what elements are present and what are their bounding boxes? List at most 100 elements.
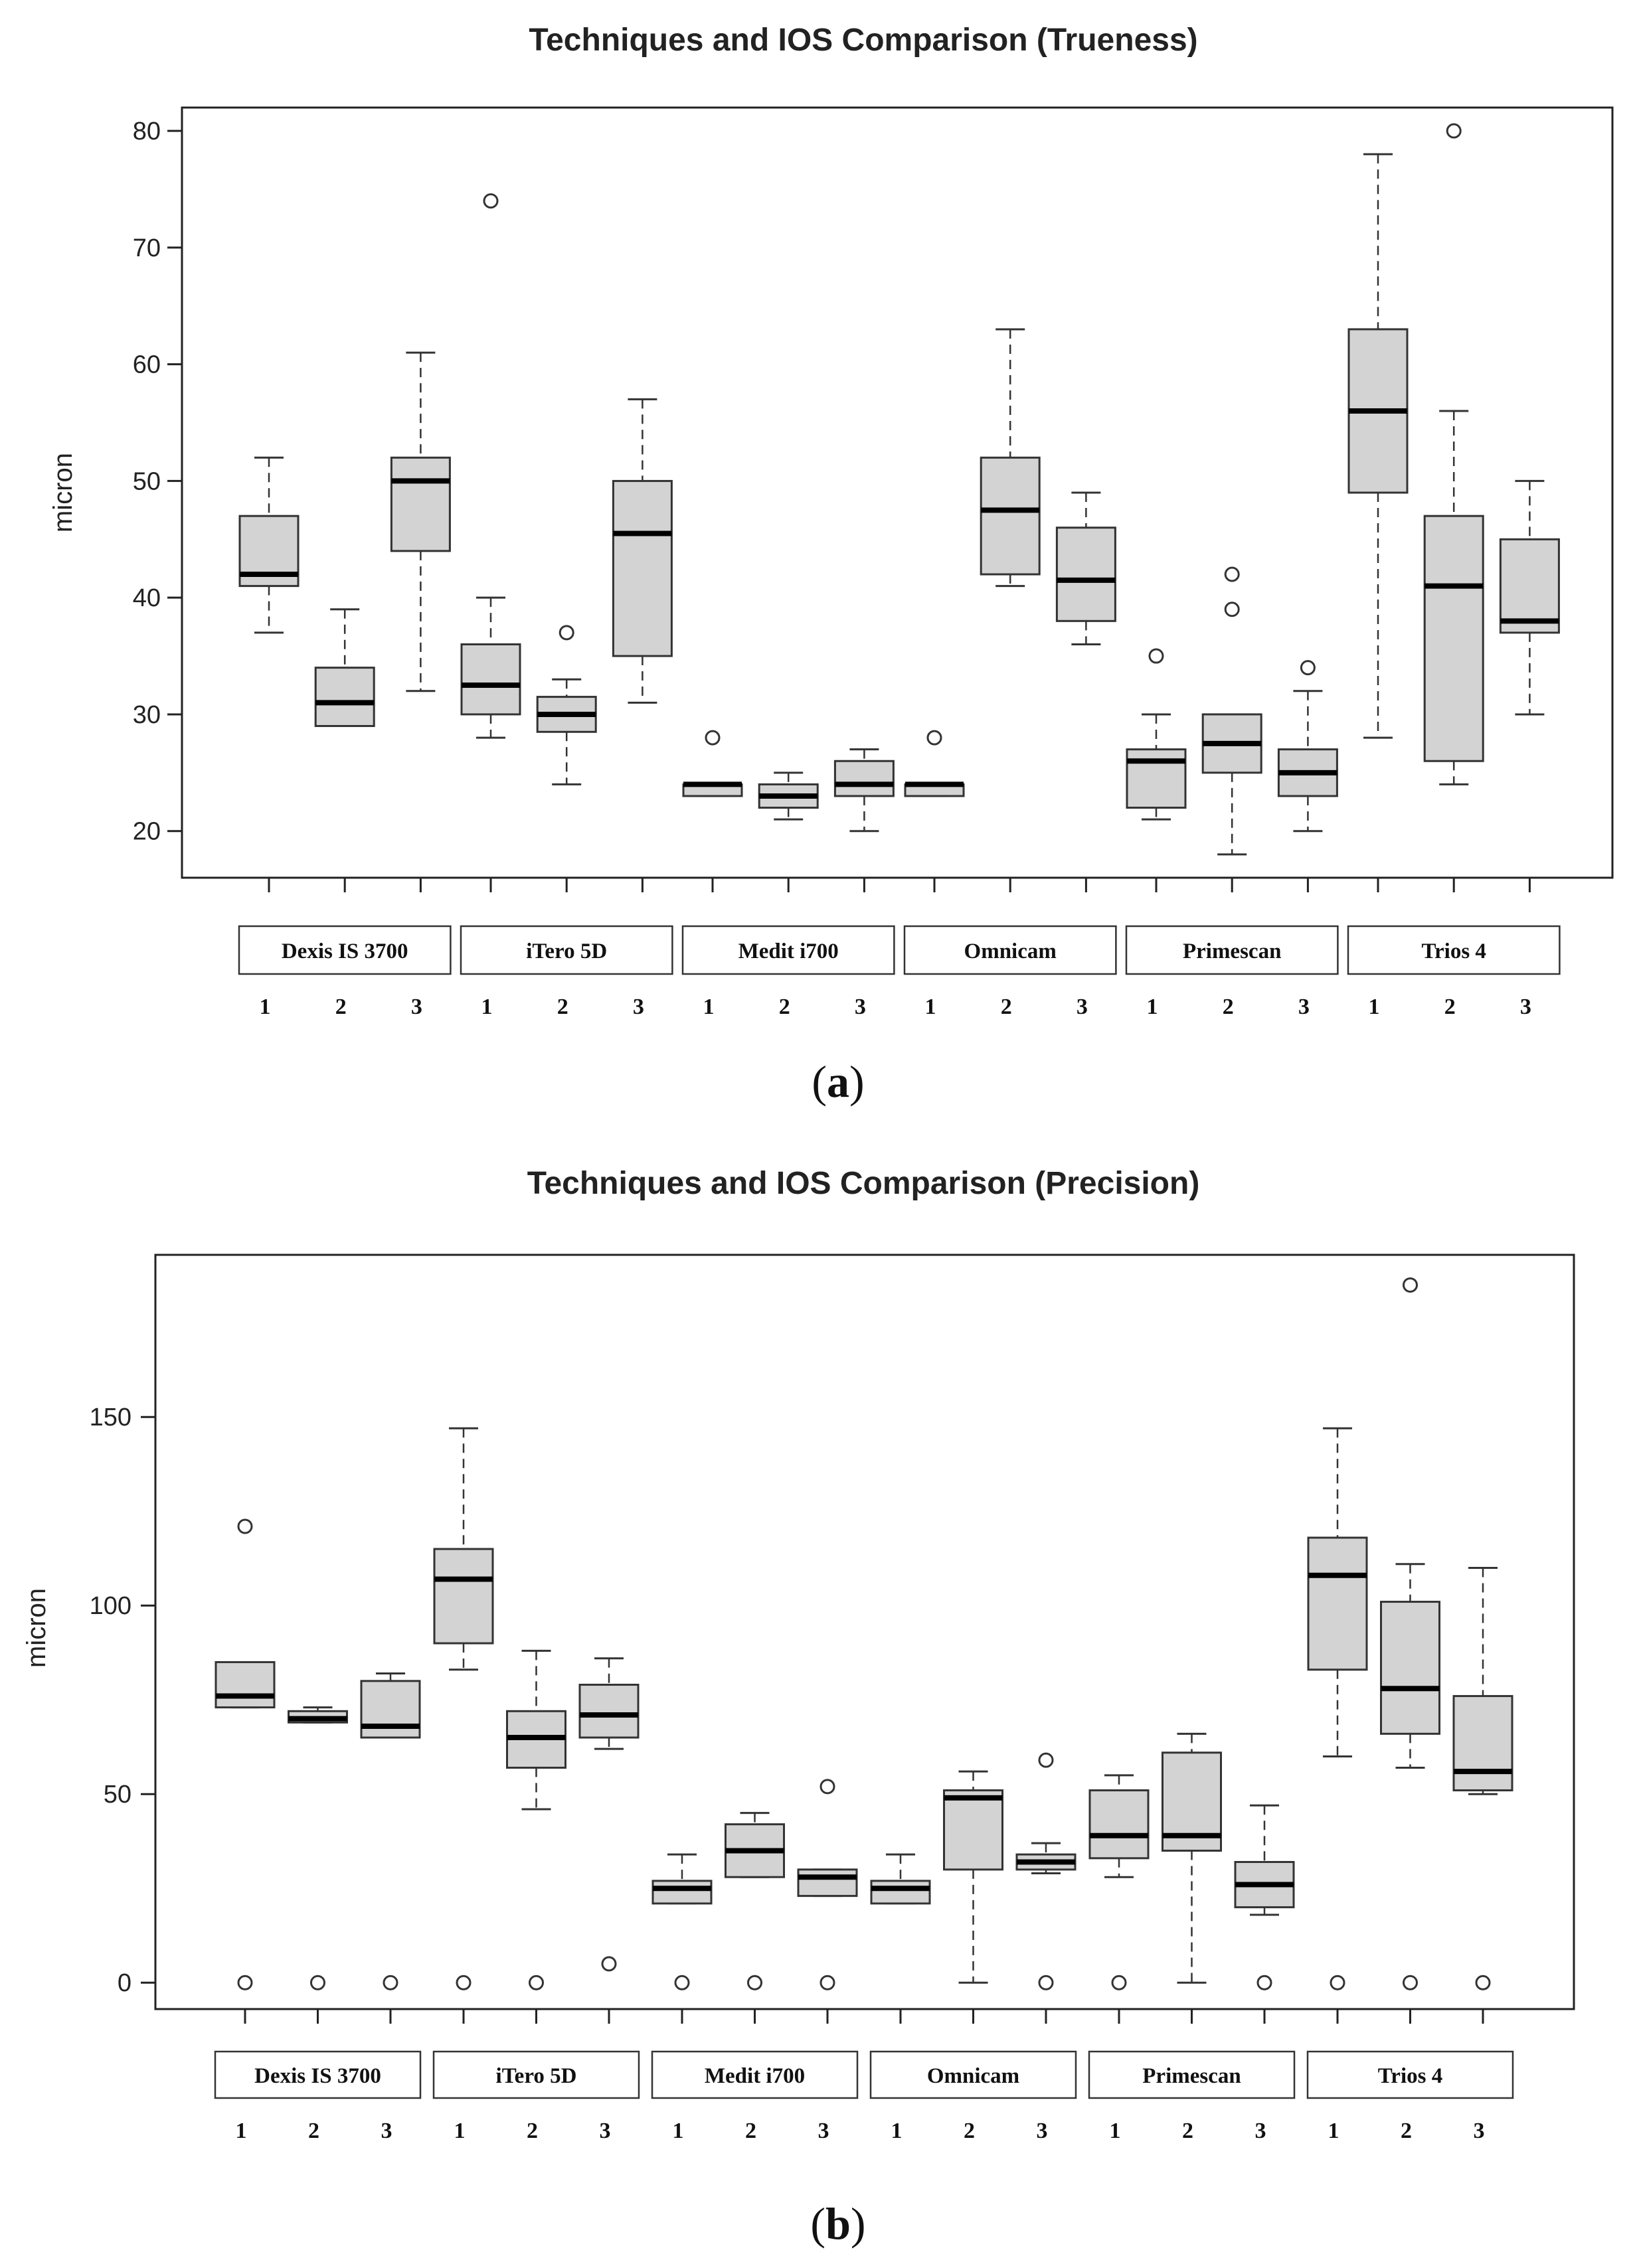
box [433,1548,494,1645]
technique-label: 1 [236,2119,247,2143]
technique-label: 1 [673,2119,684,2143]
technique-label: 1 [481,995,493,1019]
box [1423,515,1484,762]
box [314,667,375,728]
technique-label: 3 [633,995,644,1019]
outlier-point [237,1975,253,1990]
box [943,1789,1003,1871]
outlier-point [483,193,499,209]
plot-frame [154,1254,1575,2010]
group-label: Primescan [1183,939,1281,963]
y-axis-label: micron [48,453,78,532]
technique-label: 1 [703,995,715,1019]
outlier-point [1256,1975,1272,1990]
technique-label: 3 [411,995,422,1019]
box [612,479,673,657]
group-label: iTero 5D [526,939,607,963]
group-label: iTero 5D [496,2064,577,2088]
y-tick-label: 20 [133,818,161,846]
outlier-point [1111,1975,1127,1990]
outlier-point [601,1956,617,1972]
technique-label: 3 [600,2119,611,2143]
y-tick-label: 50 [133,467,161,495]
box [833,760,895,797]
outlier-point [1038,1752,1054,1768]
group-label-box [869,2050,1077,2099]
outlier-point [705,730,721,746]
box [870,1880,931,1905]
box [980,456,1041,576]
trueness-boxplot-svg: Techniques and IOS Comparison (Trueness)… [48,23,1614,1107]
technique-label: 3 [1298,995,1310,1019]
outlier-point [747,1975,762,1990]
group-label-box [903,925,1117,975]
technique-label: 2 [1223,995,1234,1019]
group-label: Trios 4 [1421,939,1486,963]
group-label: Omnicam [964,939,1057,963]
group-label: Omnicam [927,2064,1019,2088]
group-label: Dexis IS 3700 [254,2064,381,2088]
technique-label: 1 [1110,2119,1121,2143]
box [1452,1695,1513,1792]
technique-label: 3 [1474,2119,1485,2143]
y-tick-label: 60 [133,351,161,379]
technique-label: 1 [1369,995,1380,1019]
plot-layer: 20 30 40 50 60 70 80 Dexis IS 3700 1 2 3 iTero 5D 1 2… [133,106,1614,1019]
box [1055,526,1116,622]
technique-label: 2 [308,2119,319,2143]
technique-label: 3 [855,995,866,1019]
outlier-point [456,1975,472,1990]
outlier-point [820,1975,835,1990]
outlier-point [383,1975,398,1990]
technique-label: 1 [925,995,936,1019]
group-label-box [460,925,673,975]
group-label-box [238,925,452,975]
outlier-point [926,730,942,746]
group-label-box [1125,925,1339,975]
caption-letter: b [825,2198,851,2249]
outlier-point [310,1975,325,1990]
y-tick-label: 0 [118,1969,131,1997]
outlier-point [237,1518,253,1534]
group-label-box [432,2050,640,2099]
y-tick-label: 150 [90,1404,131,1431]
box [360,1680,421,1739]
technique-label: 2 [964,2119,975,2143]
box [578,1684,640,1739]
chart-title: Techniques and IOS Comparison (Trueness) [529,23,1197,58]
box [797,1868,858,1898]
technique-label: 2 [1182,2119,1193,2143]
group-label: Medit i700 [738,939,839,963]
outlier-point [1224,566,1240,582]
plot-layer: 0 50 100 150 Dexis IS 3700 1 2 3 iTero 5D 1 2 3 Medi… [90,1254,1575,2143]
y-tick-label: 80 [133,118,161,145]
outlier-point [1446,123,1462,139]
technique-label: 3 [381,2119,392,2143]
outlier-point [1403,1975,1418,1990]
box [460,643,521,716]
outlier-point [1148,648,1164,664]
outlier-point [1224,602,1240,617]
group-label-box [681,925,895,975]
group-label: Dexis IS 3700 [282,939,408,963]
technique-label: 2 [1444,995,1456,1019]
technique-label: 2 [557,995,568,1019]
outlier-point [529,1975,544,1990]
group-label: Primescan [1142,2064,1241,2088]
technique-label: 3 [1255,2119,1266,2143]
technique-label: 2 [1401,2119,1412,2143]
box [1088,1789,1150,1860]
precision-boxplot-svg: Techniques and IOS Comparison (Precision… [22,1166,1575,2249]
box [215,1660,276,1709]
technique-label: 3 [1077,995,1088,1019]
chart-panel-precision: Techniques and IOS Comparison (Precision… [0,1129,1639,2268]
group-label-box [214,2050,422,2099]
technique-label: 1 [260,995,271,1019]
caption-letter: a [827,1056,849,1107]
group-label-box [1347,925,1561,975]
technique-label: 1 [891,2119,903,2143]
group-label-box [1088,2050,1296,2099]
y-tick-label: 30 [133,701,161,729]
technique-label: 3 [1520,995,1531,1019]
chart-title: Techniques and IOS Comparison (Precision… [527,1166,1200,1201]
